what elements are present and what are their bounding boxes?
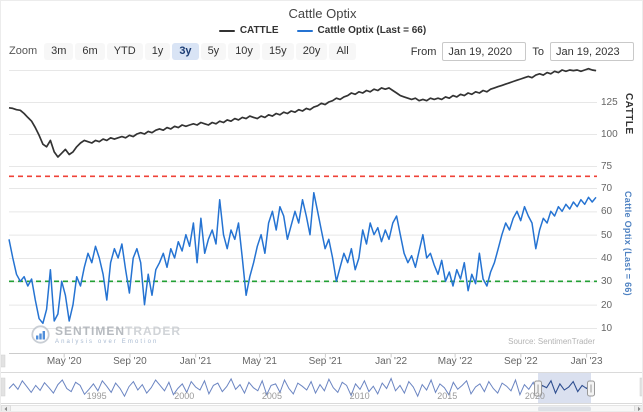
zoom-label: Zoom — [9, 45, 38, 57]
left-navigator-grip[interactable] — [1, 377, 6, 397]
source-note: Source: SentimenTrader — [508, 337, 595, 346]
range-button-ytd[interactable]: YTD — [106, 42, 143, 60]
scrollbar-thumb[interactable] — [538, 406, 591, 412]
range-button-3y[interactable]: 3y — [172, 42, 199, 60]
page-title: Cattle Optix — [288, 6, 357, 21]
sentimentrader-logo-icon — [31, 325, 50, 349]
range-button-5y[interactable]: 5y — [200, 42, 227, 60]
legend-label-cattle: CATTLE — [239, 25, 279, 36]
watermark: SENTIMENTRADER Analysis over Emotion — [31, 325, 181, 349]
range-selector-toolbar: Zoom 3m 6m YTD 1y 3y 5y 10y 15y 20y All — [9, 42, 358, 60]
range-button-10y[interactable]: 10y — [228, 42, 260, 60]
from-label: From — [410, 45, 437, 58]
left-axis-grip[interactable] — [1, 354, 6, 368]
range-button-15y[interactable]: 15y — [261, 42, 294, 60]
navigator-series-line — [8, 377, 592, 398]
range-button-1y[interactable]: 1y — [144, 42, 171, 60]
date-range-inputs: From To — [411, 42, 634, 61]
legend: CATTLE Cattle Optix (Last = 66) — [1, 25, 642, 36]
navigator-selection[interactable] — [538, 373, 591, 403]
from-date-input[interactable] — [442, 42, 527, 61]
optix-line-swatch-icon — [296, 29, 313, 32]
range-button-3m[interactable]: 3m — [44, 42, 74, 60]
price-axis-title: CATTLE — [623, 93, 634, 135]
watermark-tagline: Analysis over Emotion — [55, 339, 159, 345]
optix-axis-title: Cattle Optix (Last = 66) — [623, 191, 633, 296]
cattle-price-line — [8, 67, 597, 158]
scroll-right-arrow-icon — [638, 406, 641, 411]
range-button-20y[interactable]: 20y — [295, 42, 328, 60]
to-date-input[interactable] — [550, 42, 634, 61]
watermark-brand: SENTIMENTRADER — [55, 324, 182, 338]
legend-item-cattle[interactable]: CATTLE — [218, 25, 279, 36]
optix-line — [8, 191, 597, 325]
range-button-all[interactable]: All — [329, 42, 356, 60]
range-button-6m[interactable]: 6m — [75, 42, 105, 60]
cattle-line-swatch-icon — [218, 29, 235, 32]
to-label: To — [532, 45, 544, 58]
scroll-left-arrow-icon — [4, 406, 7, 411]
legend-item-optix[interactable]: Cattle Optix (Last = 66) — [296, 25, 427, 36]
right-navigator-grip[interactable] — [639, 377, 643, 397]
navigator-series-line-selected — [538, 379, 592, 395]
legend-label-optix: Cattle Optix (Last = 66) — [317, 25, 427, 36]
